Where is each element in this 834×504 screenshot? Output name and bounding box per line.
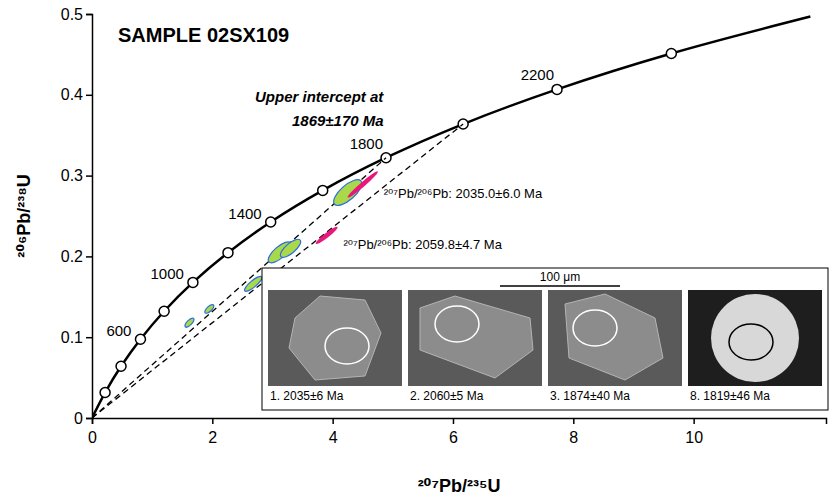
y-tick-label: 0.5	[61, 6, 83, 23]
zircon-grain	[420, 296, 533, 378]
age-marker	[223, 248, 233, 258]
x-tick: 2	[208, 418, 217, 446]
y-tick-label: 0	[74, 410, 83, 427]
x-tick-mark	[212, 418, 214, 424]
y-tick: 0.5	[61, 6, 92, 23]
age-marker	[116, 361, 126, 371]
cl-image	[688, 290, 822, 386]
scale-bar	[500, 285, 620, 287]
error-ellipse	[278, 236, 304, 260]
y-tick: 0.4	[61, 86, 92, 103]
panel-caption: 2. 2060±5 Ma	[410, 389, 484, 403]
cl-image	[408, 290, 542, 386]
x-axis-line	[93, 419, 827, 425]
x-tick: 10	[685, 418, 703, 446]
x-tick-label: 4	[329, 429, 338, 446]
panel-caption: 8. 1819±46 Ma	[690, 389, 770, 403]
annotation: Upper intercept at	[255, 88, 384, 105]
x-tick-label: 8	[569, 429, 578, 446]
age-marker	[458, 119, 468, 129]
age-marker	[552, 84, 562, 94]
y-tick: 0	[74, 410, 92, 427]
y-tick-label: 0.2	[61, 248, 83, 265]
x-tick: 6	[449, 418, 458, 446]
zircon-grain	[565, 294, 663, 380]
x-tick: 0	[88, 418, 97, 446]
error-ellipse	[243, 274, 264, 293]
age-marker	[159, 306, 169, 316]
panel-caption: 1. 2035±6 Ma	[270, 389, 344, 403]
y-axis-line	[86, 15, 93, 419]
y-tick-label: 0.1	[61, 329, 83, 346]
age-marker	[318, 185, 328, 195]
cl-panel: 8. 1819±46 Ma	[688, 290, 822, 403]
error-ellipse	[314, 225, 339, 246]
x-tick-mark	[332, 418, 334, 424]
y-tick-mark	[86, 256, 92, 258]
cl-image	[548, 290, 682, 386]
x-tick-mark	[573, 418, 575, 424]
age-marker	[666, 49, 676, 59]
x-tick: 8	[569, 418, 578, 446]
y-tick-label: 0.4	[61, 86, 83, 103]
analysis-spot	[435, 306, 479, 342]
age-marker	[266, 217, 276, 227]
x-tick-label: 10	[685, 429, 703, 446]
age-label: 1800	[350, 135, 383, 152]
y-tick-mark	[86, 418, 92, 420]
age-marker	[188, 277, 198, 287]
cl-panel: 1. 2035±6 Ma	[268, 290, 402, 403]
error-ellipse	[330, 175, 366, 209]
y-tick-mark	[86, 175, 92, 177]
y-tick-mark	[86, 337, 92, 339]
x-axis-title: ²⁰⁷Pb/²³⁵U	[418, 476, 501, 496]
error-ellipse	[203, 303, 215, 314]
x-tick-mark	[693, 418, 695, 424]
y-tick-label: 0.3	[61, 167, 83, 184]
age-annotation: ²⁰⁷Pb/²⁰⁶Pb: 2059.8±4.7 Ma	[343, 237, 502, 252]
annotation: 1869±170 Ma	[292, 112, 384, 129]
x-tick-label: 2	[208, 429, 217, 446]
chart-title: SAMPLE 02SX109	[118, 24, 289, 46]
y-axis-title: ²⁰⁶Pb/²³⁸U	[14, 174, 34, 258]
error-ellipse	[346, 170, 379, 200]
age-label: 2200	[521, 66, 554, 83]
x-axis: 0 2 4 6 8 10	[88, 418, 826, 446]
panel-caption: 3. 1874±40 Ma	[550, 389, 630, 403]
concordia-chart: 0 2 4 6 8 10 0 0.1 0.2 0.3 0.4 0.5 ²⁰⁷Pb/²³⁵U ²⁰⁶Pb/²…	[0, 0, 834, 504]
cl-panel: 3. 1874±40 Ma	[548, 290, 682, 403]
age-marker	[100, 388, 110, 398]
y-tick: 0.3	[61, 167, 92, 184]
error-ellipse	[184, 317, 196, 329]
zircon-grain	[289, 296, 381, 380]
zircon-grain	[711, 294, 799, 382]
y-tick: 0.2	[61, 248, 92, 265]
analysis-spot	[325, 328, 369, 364]
x-tick-mark	[453, 418, 455, 424]
cl-image-inset: 100 μm 1. 2035±6 Ma 2. 2060±5 Ma 3. 1874±40…	[262, 268, 828, 410]
y-tick-mark	[86, 14, 92, 16]
age-label: 1000	[151, 265, 184, 282]
analysis-spot	[573, 310, 617, 346]
age-label: 1400	[228, 205, 261, 222]
scale-bar-label: 100 μm	[540, 270, 580, 284]
age-label: 600	[106, 322, 131, 339]
x-tick-label: 6	[449, 429, 458, 446]
analysis-spot	[729, 324, 773, 360]
cl-panel: 2. 2060±5 Ma	[408, 290, 542, 403]
y-tick: 0.1	[61, 329, 92, 346]
age-annotation: ²⁰⁷Pb/²⁰⁶Pb: 2035.0±6.0 Ma	[384, 186, 543, 201]
age-marker	[135, 334, 145, 344]
cl-image	[268, 290, 402, 386]
inset-frame	[262, 268, 828, 410]
y-axis: 0 0.1 0.2 0.3 0.4 0.5	[61, 6, 93, 427]
x-tick-label: 0	[88, 429, 97, 446]
y-tick-mark	[86, 95, 92, 97]
x-tick: 4	[329, 418, 338, 446]
